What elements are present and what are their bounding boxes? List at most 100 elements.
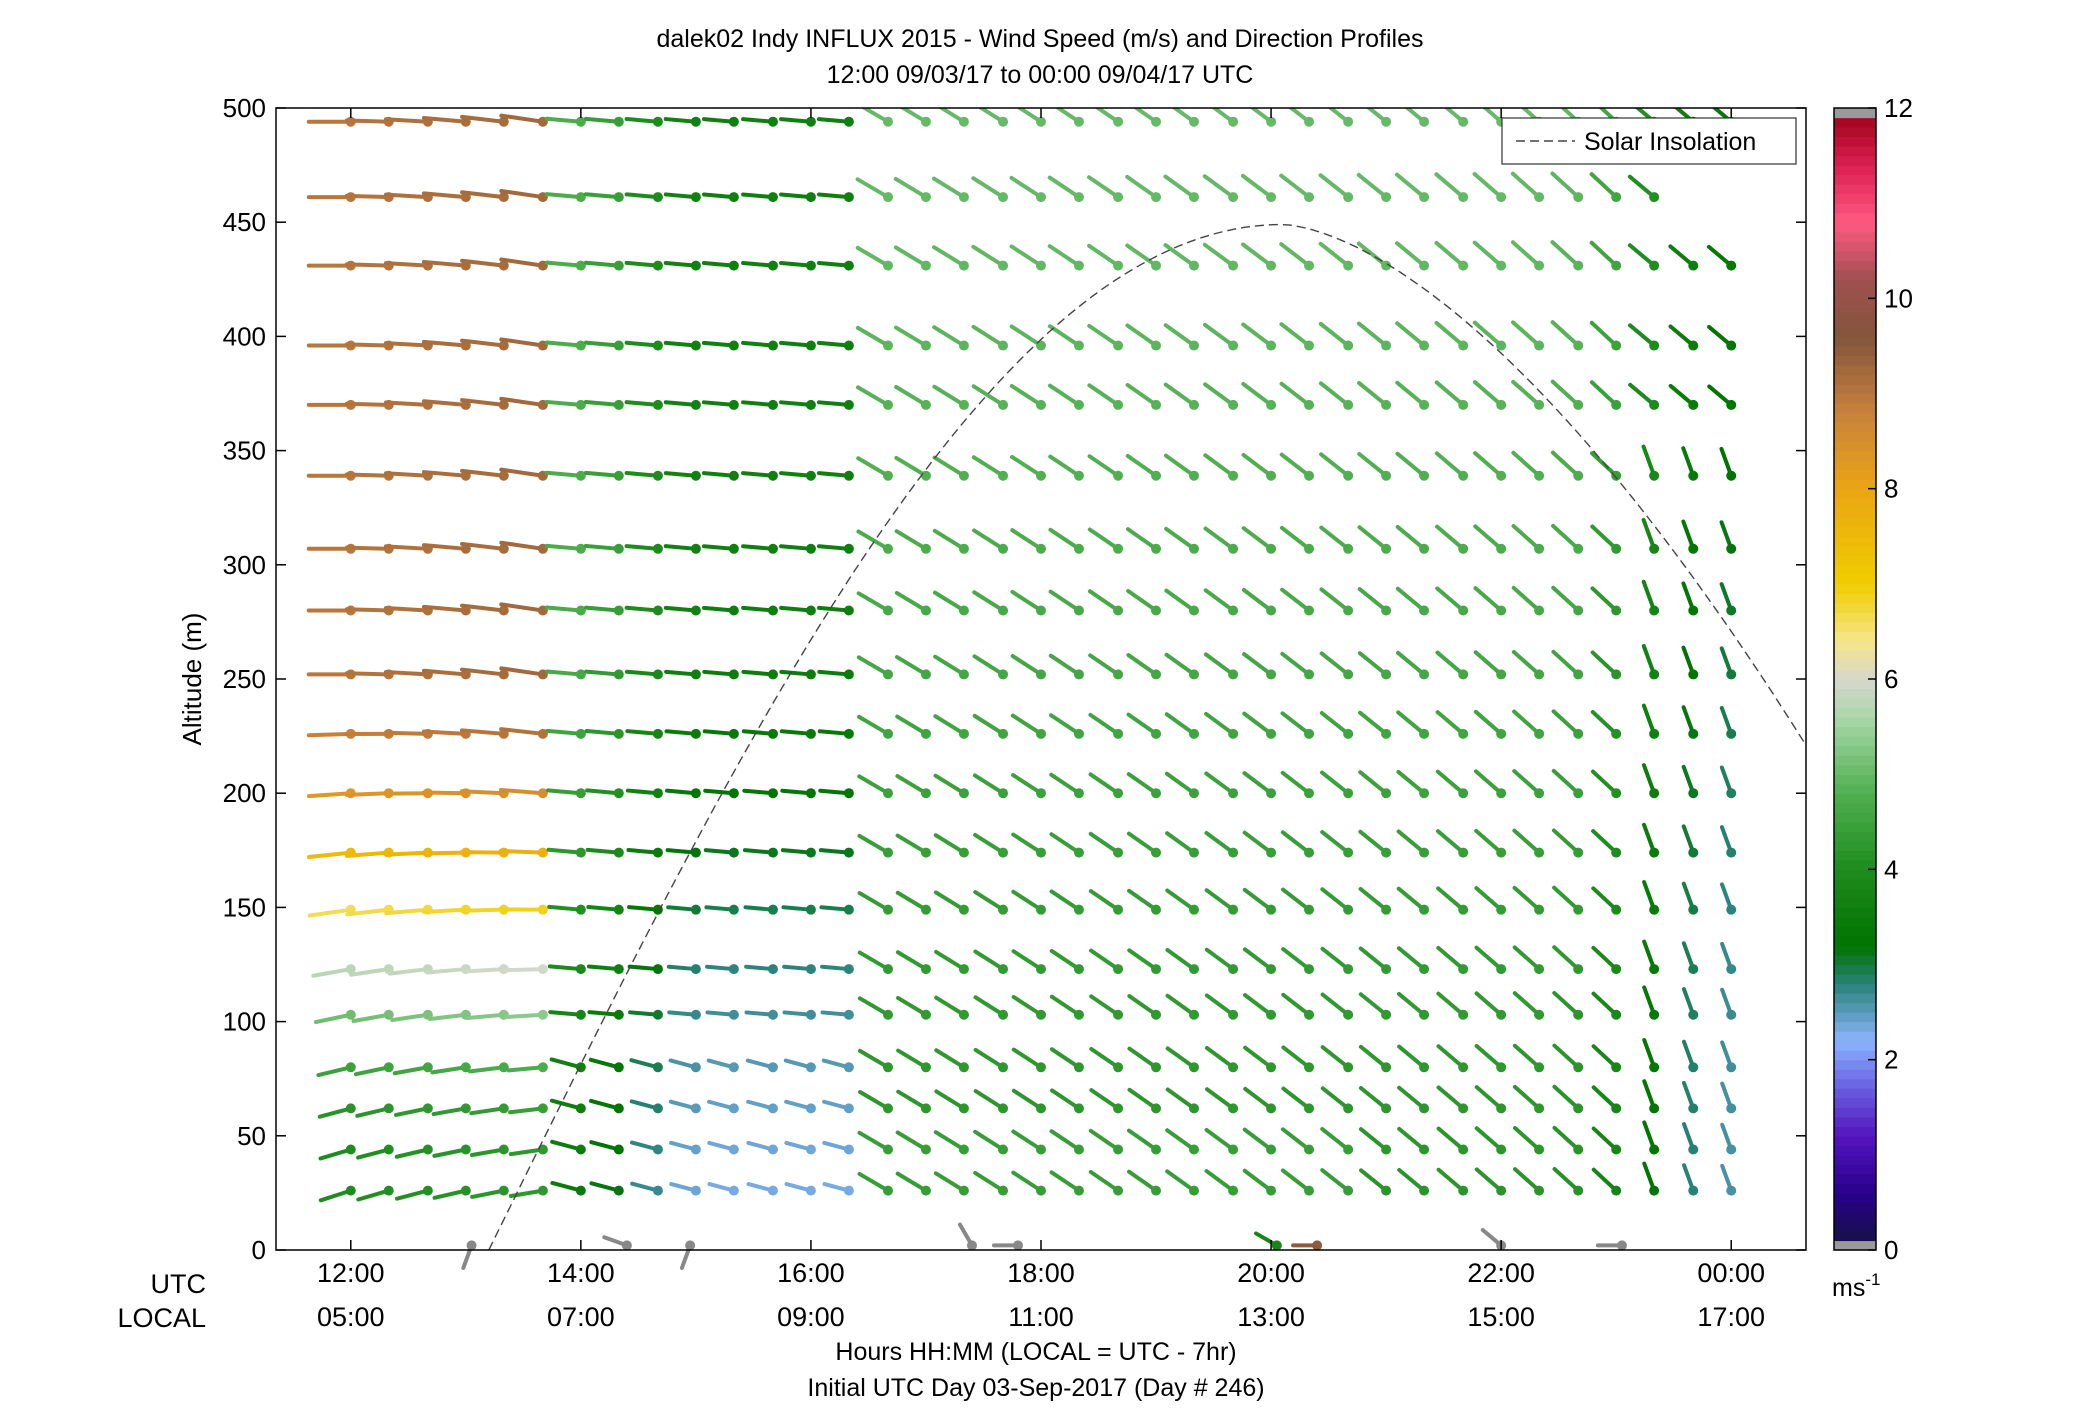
wind-barb-shaft xyxy=(1205,1087,1236,1111)
wind-barb-dot xyxy=(998,728,1009,739)
wind-barb-dot xyxy=(575,964,586,975)
wind-barb-shaft xyxy=(1511,524,1542,551)
colorbar-segment xyxy=(1834,260,1876,271)
surface-barb-dot xyxy=(1012,1240,1023,1251)
colorbar-segment xyxy=(1834,993,1876,1004)
wind-barb-shaft xyxy=(1318,241,1351,268)
wind-barb-shaft xyxy=(1279,525,1312,551)
colorbar-segment xyxy=(1834,136,1876,147)
wind-barb-dot xyxy=(920,847,931,858)
wind-barb-shaft xyxy=(1011,773,1043,796)
wind-barb-dot xyxy=(1611,1062,1622,1073)
wind-barb-shaft xyxy=(1589,380,1619,407)
wind-barb-shaft xyxy=(499,540,545,551)
wind-barb-dot xyxy=(1611,1009,1622,1020)
wind-barb-dot xyxy=(1534,543,1545,554)
wind-barb-shaft xyxy=(499,788,545,796)
wind-barb-dot xyxy=(883,904,893,915)
wind-barb-dot xyxy=(1649,340,1660,351)
wind-barb-shaft xyxy=(1087,589,1121,613)
wind-barb-shaft xyxy=(383,730,430,736)
wind-barb-shaft xyxy=(1165,831,1196,855)
wind-barb-dot xyxy=(1419,788,1430,799)
wind-barb-dot xyxy=(1113,1103,1124,1114)
colorbar-segment xyxy=(1834,783,1876,794)
wind-barb-shaft xyxy=(1011,949,1043,972)
colorbar-segment xyxy=(1834,203,1876,214)
wind-barb-dot xyxy=(883,964,893,975)
wind-barb-shaft xyxy=(421,790,468,796)
wind-barb-shaft xyxy=(1474,828,1504,855)
wind-barb-dot xyxy=(883,1144,893,1155)
wind-barb-shaft xyxy=(421,116,468,124)
wind-barb-shaft xyxy=(1320,992,1351,1017)
wind-barb-shaft xyxy=(1357,381,1389,407)
wind-barb-shaft xyxy=(1240,173,1274,200)
colorbar-segment xyxy=(1834,1202,1876,1213)
wind-barb-dot xyxy=(1189,728,1199,739)
wind-barb-dot xyxy=(843,399,854,410)
wind-barb-dot xyxy=(575,728,586,739)
wind-barb-dot xyxy=(1073,964,1084,975)
wind-barb-shaft xyxy=(1552,1167,1581,1193)
wind-barb-dot xyxy=(1304,847,1315,858)
colorbar-segment xyxy=(1834,517,1876,528)
wind-barb-shaft xyxy=(937,108,966,124)
wind-barb-dot xyxy=(1266,260,1277,271)
wind-barb-dot xyxy=(1419,728,1430,739)
wind-barb-dot xyxy=(690,605,701,616)
wind-barb-shaft xyxy=(895,950,928,972)
wind-barb-dot xyxy=(805,964,816,975)
colorbar-segment xyxy=(1834,117,1876,128)
wind-barb-dot xyxy=(613,1062,624,1073)
wind-barb-shaft xyxy=(583,543,621,551)
wind-barb-shaft xyxy=(1395,524,1427,551)
x-tick-label-local: 17:00 xyxy=(1697,1302,1765,1332)
wind-barb-dot xyxy=(613,1103,624,1114)
wind-barb-dot xyxy=(1573,788,1584,799)
wind-barb-dot xyxy=(1573,260,1584,271)
legend: Solar Insolation xyxy=(1501,117,1797,165)
wind-barb-shaft xyxy=(345,907,391,917)
wind-barb-shaft xyxy=(1164,771,1196,796)
wind-barb-dot xyxy=(1649,543,1660,554)
wind-barb-dot xyxy=(1649,399,1660,410)
wind-barb-dot xyxy=(613,116,624,127)
wind-barb-shaft xyxy=(545,728,583,736)
wind-barb-shaft xyxy=(933,890,966,912)
wind-barb-shaft xyxy=(1396,710,1427,736)
colorbar-segment xyxy=(1834,460,1876,471)
wind-barb-shaft xyxy=(1088,772,1121,796)
colorbar-segment xyxy=(1834,679,1876,690)
wind-barb-shaft xyxy=(1511,379,1542,407)
wind-barb-dot xyxy=(1228,788,1239,799)
wind-barb-dot xyxy=(1688,728,1699,739)
wind-barb-shaft xyxy=(1011,995,1043,1017)
wind-barb-shaft xyxy=(547,964,583,972)
wind-barb-dot xyxy=(1458,192,1469,203)
wind-barb-shaft xyxy=(894,590,928,613)
wind-barb-shaft xyxy=(1048,653,1081,677)
wind-barb-shaft xyxy=(1396,769,1427,796)
wind-barb-dot xyxy=(920,904,931,915)
wind-barb-shaft xyxy=(857,1171,890,1193)
wind-barb-shaft xyxy=(1241,452,1274,478)
wind-barb-shaft xyxy=(1552,990,1581,1017)
wind-barb-dot xyxy=(998,543,1009,554)
wind-barb-dot xyxy=(1534,470,1545,481)
wind-barb-dot xyxy=(767,543,778,554)
wind-barb-dot xyxy=(498,669,509,680)
wind-barb-dot xyxy=(883,1062,893,1073)
wind-barb-dot xyxy=(690,1009,701,1020)
wind-barb-dot xyxy=(1304,116,1315,127)
wind-barb-shaft xyxy=(1358,992,1389,1017)
wind-barb-shaft xyxy=(1436,1044,1466,1070)
wind-barb-shaft xyxy=(1396,829,1427,855)
wind-barb-dot xyxy=(1073,728,1084,739)
wind-barb-dot xyxy=(1381,847,1392,858)
wind-barb-dot xyxy=(1228,543,1239,554)
wind-barb-dot xyxy=(690,340,701,351)
wind-barb-shaft xyxy=(1125,382,1159,407)
wind-barb-dot xyxy=(1113,1144,1124,1155)
wind-barb-shaft xyxy=(1591,886,1619,912)
